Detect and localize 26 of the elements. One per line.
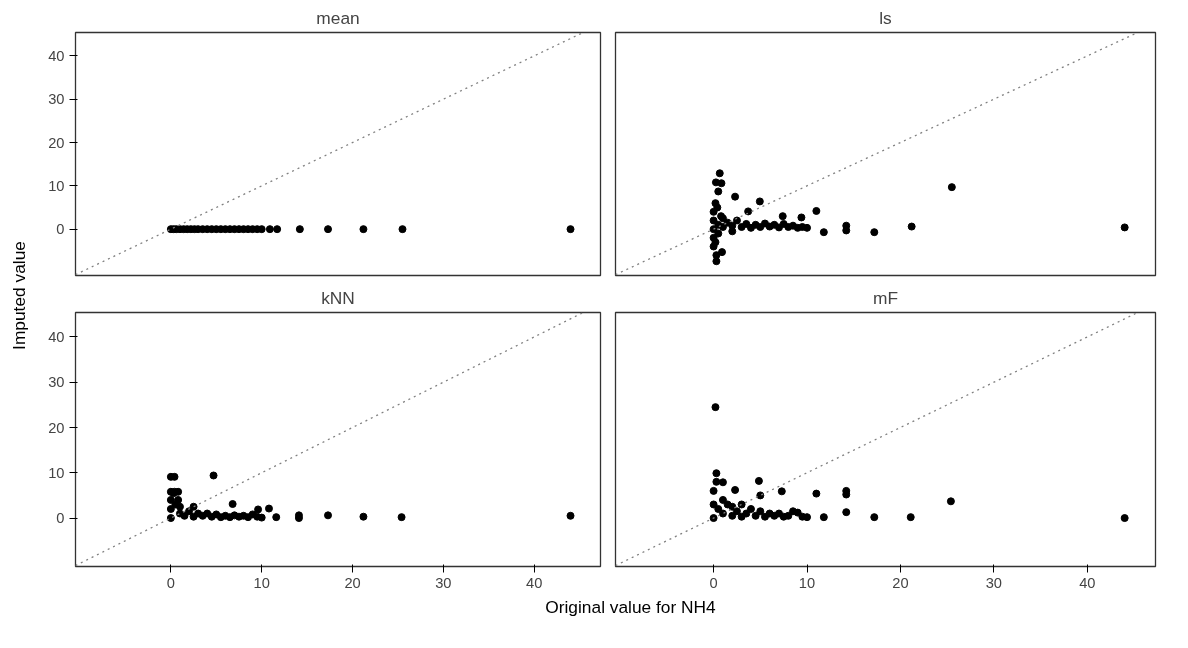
y-tick-label: 0 xyxy=(56,221,65,238)
y-tick-label: 40 xyxy=(48,47,65,64)
y-tick-label: 0 xyxy=(56,510,65,527)
y-tick-label: 40 xyxy=(48,328,65,345)
x-axis-title: Original value for NH4 xyxy=(545,596,717,617)
chart-title: kNN xyxy=(321,287,355,308)
chart-title: mF xyxy=(872,287,899,308)
x-tick-label: 20 xyxy=(344,574,361,591)
y-tick-label: 20 xyxy=(48,419,65,436)
chart-title: mean xyxy=(316,7,360,28)
x-tick-label: 30 xyxy=(985,574,1003,591)
x-tick-label: 10 xyxy=(798,574,816,591)
y-axis-title: Imputed value xyxy=(8,241,29,350)
y-tick-label: 10 xyxy=(48,464,65,481)
x-tick-label: 0 xyxy=(166,574,175,591)
y-tick-label: 30 xyxy=(48,374,65,391)
y-tick-label: 20 xyxy=(48,134,65,151)
y-tick-label: 10 xyxy=(48,177,65,194)
x-tick-label: 30 xyxy=(435,574,452,591)
y-tick-label: 30 xyxy=(48,91,65,108)
x-tick-label: 10 xyxy=(253,574,270,591)
x-tick-label: 0 xyxy=(709,574,718,591)
x-tick-label: 20 xyxy=(892,574,909,591)
x-tick-label: 40 xyxy=(526,574,543,591)
x-tick-label: 40 xyxy=(1079,574,1096,591)
chart-title: ls xyxy=(879,7,893,28)
